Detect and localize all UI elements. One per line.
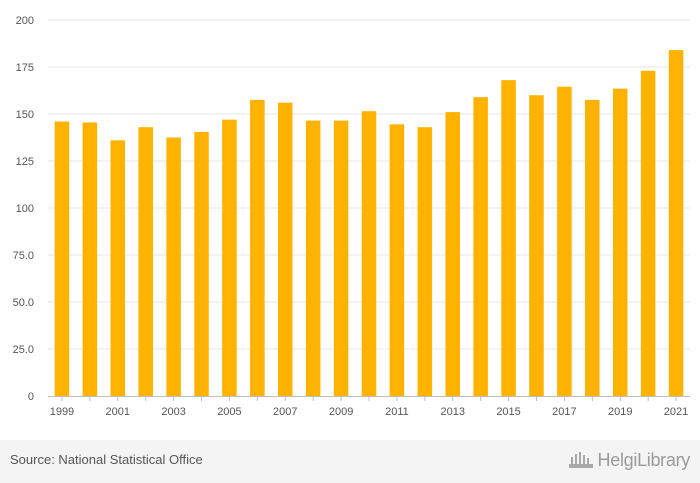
- footer: Source: National Statistical Office Helg…: [0, 440, 700, 483]
- bar-2001: [110, 140, 126, 396]
- x-tick-label: 2001: [106, 406, 130, 418]
- bar-2017: [557, 86, 572, 397]
- bar-2008: [305, 120, 321, 396]
- y-tick-label: 25.0: [13, 344, 34, 356]
- bar-2013: [445, 112, 460, 397]
- bar-2016: [529, 95, 544, 396]
- x-tick-label: 2017: [552, 406, 576, 418]
- bar-2005: [222, 119, 237, 396]
- bar-2012: [417, 127, 433, 396]
- bar-2010: [361, 111, 377, 397]
- x-tick-label: 2013: [440, 406, 464, 418]
- x-tick-label: 2009: [329, 406, 353, 418]
- bar-2009: [333, 120, 349, 396]
- y-tick-label: 175: [16, 62, 34, 74]
- logo-text: HelgiLibrary: [597, 449, 691, 470]
- source-note: Source: National Statistical Office: [10, 452, 203, 467]
- bar-2002: [138, 127, 153, 396]
- y-tick-label: 0: [28, 391, 34, 403]
- y-tick-label: 125: [16, 156, 34, 168]
- helgi-library-icon: [568, 452, 593, 468]
- x-tick-label: 2007: [273, 406, 297, 418]
- x-tick-label: 2003: [161, 406, 185, 418]
- bar-2019: [612, 88, 628, 397]
- x-tick-label: 2011: [385, 406, 409, 418]
- bar-2021: [668, 50, 684, 397]
- x-tick-label: 1999: [50, 406, 74, 418]
- bar-2007: [278, 102, 293, 396]
- bar-2020: [640, 70, 656, 396]
- bars: [54, 50, 684, 397]
- x-tick-label: 2005: [217, 406, 241, 418]
- x-axis: [48, 396, 690, 401]
- bar-2015: [501, 80, 516, 396]
- bar-2003: [166, 137, 181, 396]
- x-axis-labels: 1999 2001 2003 2005 2007 2009 2011 2013 2015 2017…: [50, 406, 689, 418]
- bar-2006: [250, 99, 265, 397]
- x-tick-label: 2015: [496, 406, 520, 418]
- x-tick-label: 2021: [664, 406, 688, 418]
- bar-2011: [389, 124, 405, 396]
- bar-2018: [585, 99, 600, 397]
- bar-chart: 0 25.0 50.0 75.0 100 125 150 175 200 1999 2001 200…: [13, 15, 690, 418]
- y-tick-label: 100: [16, 203, 34, 215]
- y-tick-label: 75.0: [13, 250, 34, 262]
- bar-2000: [82, 122, 98, 397]
- helgi-library-logo: HelgiLibrary: [568, 448, 690, 472]
- y-tick-label: 200: [16, 15, 34, 27]
- bar-2014: [473, 97, 488, 396]
- bar-1999: [54, 121, 70, 397]
- bar-2004: [194, 131, 209, 397]
- y-axis-labels: 0 25.0 50.0 75.0 100 125 150 175 200: [13, 15, 34, 403]
- y-tick-label: 50.0: [13, 297, 34, 309]
- x-tick-label: 2019: [608, 406, 632, 418]
- y-tick-label: 150: [16, 109, 34, 121]
